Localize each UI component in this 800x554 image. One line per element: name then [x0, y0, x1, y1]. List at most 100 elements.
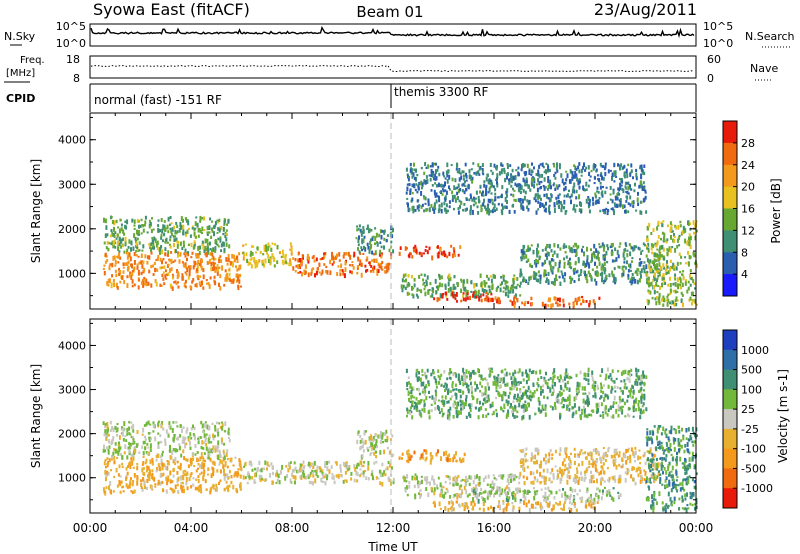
data-cell — [250, 463, 253, 467]
data-cell — [320, 273, 323, 276]
data-cell — [165, 277, 168, 280]
data-cell — [185, 472, 188, 477]
data-cell — [416, 475, 418, 481]
data-cell — [194, 444, 197, 448]
data-cell — [470, 195, 472, 200]
data-cell — [444, 395, 447, 400]
data-cell — [251, 245, 254, 248]
data-cell — [545, 194, 548, 199]
data-cell — [470, 280, 473, 285]
data-cell — [649, 290, 652, 295]
data-cell — [250, 264, 253, 269]
data-cell — [496, 164, 498, 169]
data-cell — [410, 386, 413, 390]
data-cell — [183, 488, 185, 494]
data-cell — [365, 269, 367, 273]
data-cell — [486, 483, 489, 486]
data-cell — [619, 493, 622, 497]
data-cell — [426, 476, 429, 480]
data-cell — [665, 240, 668, 244]
data-cell — [562, 298, 565, 303]
data-cell — [570, 376, 573, 379]
data-cell — [468, 174, 471, 180]
data-cell — [423, 209, 426, 213]
data-cell — [629, 195, 632, 200]
data-cell — [219, 274, 222, 279]
data-cell — [419, 456, 422, 461]
data-cell — [122, 490, 125, 493]
data-cell — [211, 248, 214, 253]
data-cell — [196, 262, 199, 266]
data-cell — [647, 299, 650, 304]
data-cell — [598, 178, 601, 182]
data-cell — [671, 230, 674, 233]
data-cell — [197, 278, 200, 281]
data-cell — [294, 466, 297, 471]
data-cell — [131, 460, 134, 466]
data-cell — [603, 257, 606, 262]
data-cell — [212, 255, 215, 259]
data-cell — [140, 486, 143, 489]
data-cell — [570, 199, 572, 205]
data-cell — [669, 289, 672, 294]
data-cell — [110, 469, 112, 472]
data-cell — [360, 445, 363, 450]
data-cell — [423, 179, 426, 184]
data-cell — [202, 473, 205, 477]
data-cell — [653, 258, 656, 263]
data-cell — [521, 198, 524, 204]
data-cell — [503, 491, 506, 495]
data-cell — [217, 428, 219, 433]
data-cell — [479, 400, 481, 405]
data-cell — [411, 206, 414, 211]
data-cell — [525, 379, 528, 385]
data-cell — [503, 373, 506, 377]
data-cell — [314, 469, 317, 473]
data-cell — [582, 300, 585, 304]
data-cell — [652, 279, 655, 283]
cpid-segment-2: themis 3300 RF — [394, 85, 488, 99]
data-cell — [174, 448, 177, 453]
data-cell — [225, 480, 228, 484]
data-cell — [189, 459, 192, 464]
data-cell — [590, 413, 593, 417]
data-cell — [368, 249, 371, 254]
data-cell — [357, 257, 360, 262]
data-cell — [580, 168, 583, 174]
data-cell — [689, 244, 692, 249]
data-cell — [336, 272, 339, 276]
data-cell — [189, 285, 192, 288]
data-cell — [365, 258, 368, 262]
data-cell — [383, 432, 386, 436]
data-cell — [434, 173, 437, 178]
data-cell — [594, 164, 597, 169]
data-cell — [116, 450, 119, 453]
data-cell — [640, 251, 643, 255]
data-cell — [228, 470, 231, 474]
data-cell — [598, 489, 601, 493]
data-cell — [190, 256, 193, 259]
data-cell — [531, 265, 534, 269]
data-cell — [408, 480, 411, 485]
data-cell — [652, 228, 655, 232]
data-cell — [374, 242, 376, 246]
data-cell — [490, 169, 493, 172]
data-cell — [184, 254, 187, 258]
data-cell — [378, 264, 381, 269]
data-cell — [456, 500, 458, 504]
data-cell — [426, 275, 429, 280]
data-cell — [453, 286, 456, 290]
data-cell — [362, 472, 365, 478]
data-cell — [170, 267, 173, 272]
data-cell — [135, 239, 137, 244]
data-cell — [466, 506, 469, 510]
data-cell — [463, 184, 466, 187]
data-cell — [452, 507, 455, 510]
data-cell — [619, 242, 622, 245]
data-cell — [185, 477, 188, 482]
data-cell — [141, 224, 144, 227]
data-cell — [125, 483, 128, 488]
data-cell — [196, 487, 199, 491]
data-cell — [154, 483, 157, 486]
data-cell — [412, 294, 415, 299]
